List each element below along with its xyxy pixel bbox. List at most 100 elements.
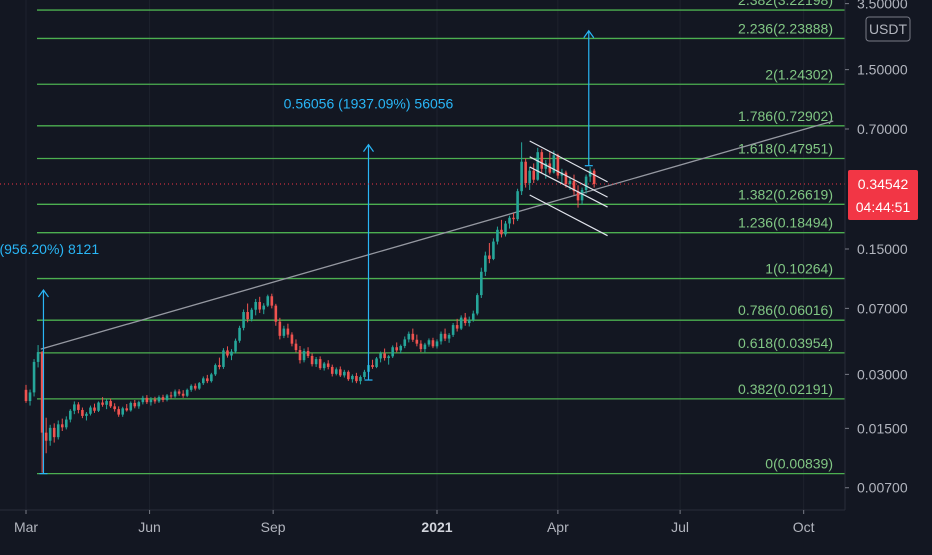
grid-layer (25, 0, 805, 510)
measurement-layer[interactable]: 1 (956.20%) 8121 0.56056 (1937.09%) 56056… (0, 0, 674, 475)
candle-body (524, 161, 527, 183)
candle-body (133, 402, 137, 407)
time-axis-panel[interactable] (0, 510, 932, 550)
candle-body (206, 378, 209, 382)
candle-body (290, 334, 294, 344)
candle-body (355, 375, 358, 382)
candle-body (580, 189, 584, 201)
fib-level-label: 1.618(0.47951) (738, 140, 833, 156)
candle-body (109, 401, 112, 407)
fib-level-label: 0(0.00839) (765, 456, 833, 472)
time-axis-label: Sep (261, 519, 286, 535)
candle-body (125, 408, 129, 411)
candle-body (274, 305, 278, 322)
time-axis-label: 2021 (421, 519, 452, 535)
currency-badge[interactable]: USDT (865, 16, 911, 42)
price-axis[interactable]: 3.50000 1.50000 0.70000 0.15000 0.07000 0.030… (845, 0, 908, 496)
candle-body (459, 317, 463, 329)
candle-body (588, 170, 592, 177)
trendline-layer[interactable] (40, 120, 834, 350)
candle-body (286, 328, 290, 335)
candle-body (242, 312, 245, 328)
candle-body (383, 353, 386, 359)
candle-body (343, 371, 346, 376)
measurement-arrow-head (37, 288, 49, 298)
channel-middle-line[interactable] (529, 166, 608, 208)
candle-body (177, 391, 181, 394)
measurement-arrow-head (583, 29, 595, 39)
price-axis-panel[interactable] (845, 0, 932, 510)
price-axis-label: 0.03000 (857, 366, 908, 382)
candle-body (318, 359, 322, 369)
candle-body (347, 371, 350, 380)
candle-body (488, 255, 491, 259)
candle-body (161, 397, 165, 400)
candle-body (338, 369, 342, 376)
candle-body (40, 352, 44, 433)
candle-body (282, 328, 286, 336)
candle-body (387, 356, 390, 359)
candle-body (36, 352, 40, 362)
candle-body (435, 341, 439, 347)
candle-body (44, 432, 48, 441)
candle-body (262, 305, 266, 310)
time-axis-label: Jul (671, 519, 689, 535)
candle-body (294, 343, 298, 351)
candle-body (536, 152, 540, 180)
candle-body (226, 350, 229, 356)
candle-body (467, 319, 471, 324)
candle-body (504, 223, 507, 235)
candle-body (419, 343, 423, 350)
candle-body (89, 407, 92, 414)
candle-body (250, 309, 253, 320)
fib-level-label: 2.236(2.23888) (738, 20, 833, 36)
candle-body (403, 339, 407, 346)
time-axis[interactable]: Mar Jun Sep 2021 Apr Jul Oct (14, 510, 815, 535)
fibonacci-extension[interactable]: 0(0.00839) 0.382(0.02191) 0.618(0.03954) 0.… (37, 0, 845, 475)
candle-body (326, 363, 330, 367)
ascending-trendline[interactable] (40, 120, 834, 350)
candle-body (129, 402, 133, 411)
measurement-label: 0.56056 (1937.09%) 56056 (284, 96, 454, 112)
candle-body (395, 347, 399, 351)
candle-body (512, 217, 515, 220)
fib-level-label: 2(1.24302) (765, 66, 833, 82)
candle-body (145, 397, 149, 403)
channel-lower-line[interactable] (529, 194, 608, 237)
candle-body (508, 217, 511, 224)
candle-body (101, 402, 104, 405)
candle-body (455, 325, 459, 329)
candle-body (52, 427, 56, 438)
current-price-value: 0.34542 (858, 176, 909, 192)
candle-body (423, 344, 427, 350)
candle-body (592, 170, 596, 185)
candle-body (210, 374, 213, 382)
candle-body (77, 404, 80, 410)
candle-body (359, 377, 362, 382)
candle-body (548, 163, 552, 173)
candle-body (141, 397, 145, 403)
candle-body (306, 350, 310, 356)
candle-body (407, 333, 411, 340)
candle-body (572, 180, 576, 192)
candle-body (516, 191, 519, 220)
candle-body (443, 333, 447, 339)
channel-inner-line[interactable] (529, 156, 608, 198)
candle-body (500, 229, 503, 235)
channel-upper-line[interactable] (529, 140, 608, 183)
candle-body (254, 301, 257, 310)
price-axis-label: 0.01500 (857, 420, 908, 436)
channel-layer[interactable] (529, 140, 608, 237)
candle-body (552, 155, 556, 173)
candle-body (69, 410, 72, 420)
candle-body (234, 340, 237, 352)
candle-body (81, 409, 84, 416)
candle-body (56, 424, 60, 438)
candle-body (544, 163, 548, 169)
candle-body (222, 350, 225, 367)
candle-body (97, 402, 100, 411)
fib-level-label: 0.786(0.06016) (738, 302, 833, 318)
candle-body (310, 355, 314, 365)
